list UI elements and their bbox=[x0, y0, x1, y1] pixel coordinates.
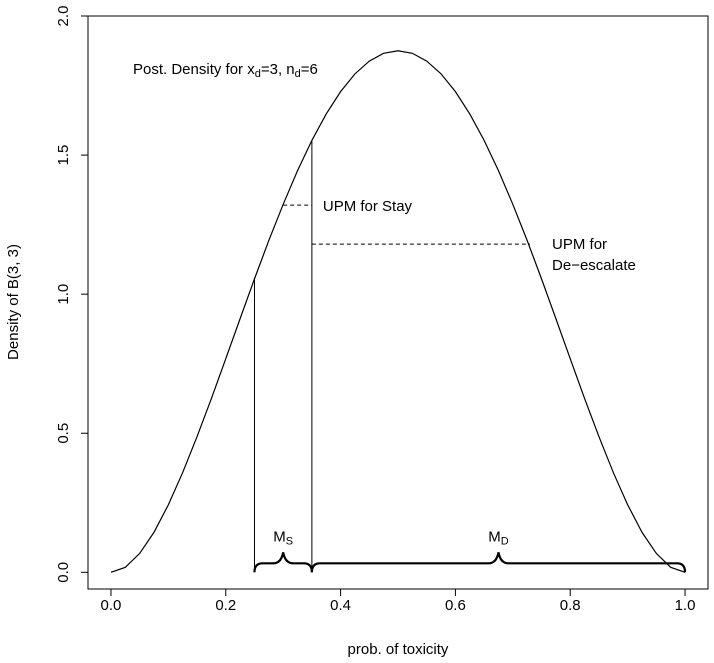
chart-title: Post. Density for xd=3, nd=6 bbox=[133, 61, 318, 80]
density-curve bbox=[110, 50, 686, 573]
text-part: M bbox=[488, 528, 501, 545]
brace-label: MS bbox=[273, 528, 293, 547]
subscript: D bbox=[501, 535, 509, 547]
y-tick-label: 1.5 bbox=[55, 145, 72, 166]
x-tick-label: 0.8 bbox=[560, 597, 581, 614]
x-tick-label: 0.4 bbox=[330, 597, 351, 614]
y-tick-label: 2.0 bbox=[55, 6, 72, 27]
x-tick-label: 0.0 bbox=[101, 597, 122, 614]
upm-label: De−escalate bbox=[552, 257, 636, 274]
x-tick-label: 0.6 bbox=[445, 597, 466, 614]
upm-label: UPM for bbox=[552, 236, 607, 253]
y-axis-label: Density of B(3, 3) bbox=[5, 244, 22, 360]
upm-label: UPM for Stay bbox=[323, 198, 413, 215]
brace-label: MD bbox=[488, 528, 509, 547]
text-part: =6 bbox=[301, 61, 318, 78]
text-part: =3, n bbox=[261, 61, 295, 78]
subscript: d bbox=[255, 68, 261, 80]
y-tick-label: 1.0 bbox=[55, 284, 72, 305]
y-tick-label: 0.0 bbox=[55, 562, 72, 583]
x-tick-label: 0.2 bbox=[215, 597, 236, 614]
subscript: S bbox=[286, 535, 293, 547]
text-part: M bbox=[273, 528, 286, 545]
brace bbox=[310, 552, 687, 573]
plot-box bbox=[87, 15, 709, 590]
x-axis-label: prob. of toxicity bbox=[348, 641, 449, 658]
brace bbox=[253, 552, 313, 573]
x-tick-label: 1.0 bbox=[675, 597, 696, 614]
text-part: Post. Density for x bbox=[133, 61, 255, 78]
subscript: d bbox=[295, 68, 301, 80]
y-tick-label: 0.5 bbox=[55, 423, 72, 444]
